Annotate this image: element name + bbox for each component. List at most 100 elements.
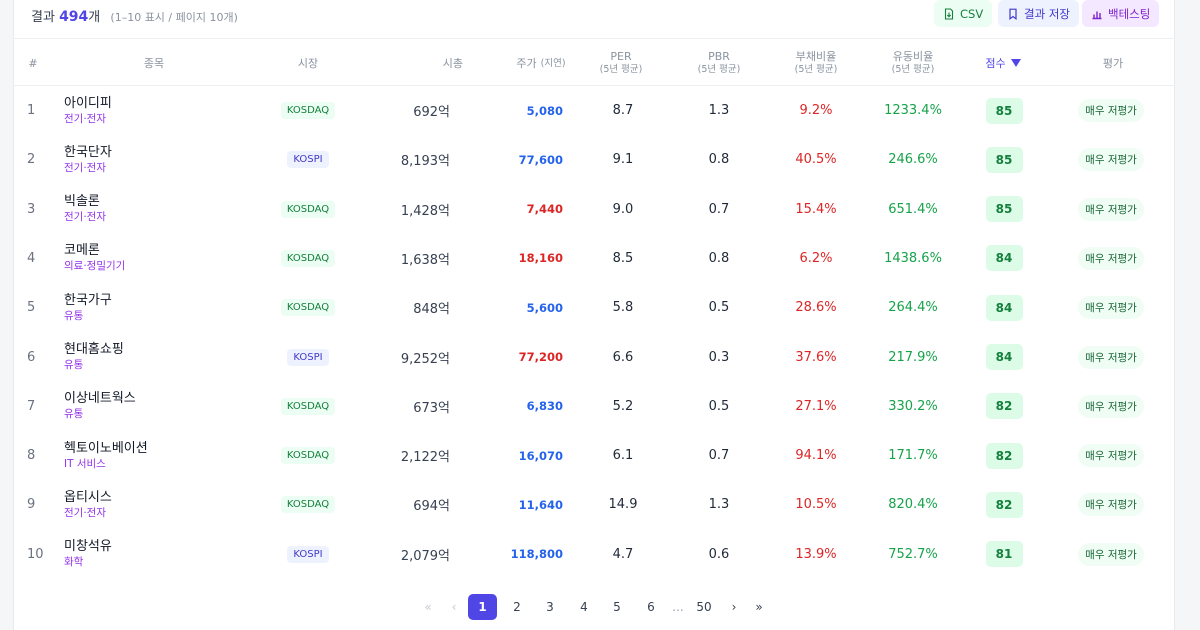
stock-cell[interactable]: 미창석유 화학 bbox=[64, 530, 224, 579]
page-button-active[interactable]: 1 bbox=[468, 594, 497, 620]
page-button[interactable]: 2 bbox=[513, 600, 521, 614]
score-cell: 85 bbox=[985, 185, 1023, 234]
row-rank: 1 bbox=[27, 103, 36, 118]
header-pbr-sub: (5년 평균) bbox=[697, 64, 741, 75]
stock-price: 7,440 bbox=[526, 202, 563, 217]
eval-cell: 매우 저평가 bbox=[1073, 135, 1149, 184]
stock-cell[interactable]: 빅솔론 전기·전자 bbox=[64, 185, 224, 234]
market-cap: 1,428억 bbox=[400, 203, 450, 219]
table-row[interactable]: 10 미창석유 화학 KOSPI 2,079억 118,800 4.7 0.6 13.9% 752… bbox=[13, 530, 1175, 579]
stock-name[interactable]: 코메론 bbox=[64, 243, 100, 259]
market-cap: 848억 bbox=[413, 302, 450, 318]
row-rank: 7 bbox=[27, 398, 36, 414]
stock-cell[interactable]: 이상네트웍스 유통 bbox=[64, 382, 224, 431]
header-rank: # bbox=[23, 39, 43, 87]
header-debt-ratio[interactable]: 부채비율 (5년 평균) bbox=[784, 39, 848, 87]
stock-name[interactable]: 현대홈쇼핑 bbox=[64, 342, 124, 357]
table-row[interactable]: 8 헥토이노베이션 IT 서비스 KOSDAQ 2,122억 16,070 6.1 0.7 94… bbox=[13, 431, 1175, 480]
result-prefix: 결과 bbox=[31, 10, 55, 25]
market-badge: KOSPI bbox=[287, 348, 329, 366]
header-market[interactable]: 시장 bbox=[288, 39, 328, 87]
pagination-ellipsis: ... bbox=[672, 600, 684, 614]
market-badge: KOSDAQ bbox=[280, 496, 336, 514]
row-rank: 5 bbox=[27, 300, 36, 316]
table-row[interactable]: 2 한국단자 전기·전자 KOSPI 8,193억 77,600 9.1 0.8 40.5% 24… bbox=[13, 135, 1175, 184]
stock-cell[interactable]: 한국가구 유통 bbox=[64, 283, 224, 332]
stock-name[interactable]: 한국가구 bbox=[64, 292, 112, 308]
market-cell: KOSPI bbox=[273, 333, 343, 382]
header-eval-label: 평가 bbox=[1102, 56, 1124, 70]
per-value: 6.1 bbox=[612, 448, 634, 464]
score-cell: 82 bbox=[985, 480, 1023, 529]
debt-ratio-value: 27.1% bbox=[795, 398, 837, 414]
stock-name[interactable]: 빅솔론 bbox=[64, 194, 100, 210]
stock-price: 11,640 bbox=[518, 497, 563, 512]
table-row[interactable]: 1 아이디피 전기·전자 KOSDAQ 692억 5,080 8.7 1.3 9.2% 1233.… bbox=[13, 86, 1175, 135]
page-button[interactable]: 3 bbox=[546, 600, 554, 614]
current-ratio-value: 217.9% bbox=[888, 349, 938, 365]
eval-cell: 매우 저평가 bbox=[1073, 431, 1149, 480]
stock-cell[interactable]: 옵티시스 전기·전자 bbox=[64, 480, 224, 529]
header-mcap[interactable]: 시총 bbox=[413, 39, 463, 87]
header-per[interactable]: PER (5년 평균) bbox=[591, 39, 651, 87]
stock-sector: 유통 bbox=[64, 408, 84, 421]
stock-cell[interactable]: 코메론 의료·정밀기기 bbox=[64, 234, 224, 283]
score-cell: 84 bbox=[985, 234, 1023, 283]
stock-cell[interactable]: 현대홈쇼핑 유통 bbox=[64, 333, 224, 382]
stock-price: 77,200 bbox=[518, 350, 563, 364]
prev-page-button[interactable]: ‹ bbox=[451, 600, 457, 614]
header-pbr[interactable]: PBR (5년 평균) bbox=[689, 39, 749, 87]
debt-ratio-value: 6.2% bbox=[799, 250, 833, 266]
row-rank: 10 bbox=[27, 546, 44, 562]
stock-name[interactable]: 아이디피 bbox=[64, 95, 112, 111]
save-results-button[interactable]: 결과 저장 bbox=[998, 0, 1079, 27]
header-name[interactable]: 종목 bbox=[133, 39, 175, 87]
csv-export-button[interactable]: CSV bbox=[934, 0, 993, 27]
market-cap: 673억 bbox=[413, 400, 450, 416]
first-page-button[interactable]: « bbox=[424, 600, 432, 614]
stock-sector: 의료·정밀기기 bbox=[64, 260, 126, 273]
per-value: 9.0 bbox=[612, 201, 634, 217]
stock-name[interactable]: 이상네트웍스 bbox=[64, 391, 136, 407]
eval-cell: 매우 저평가 bbox=[1073, 530, 1149, 579]
header-score[interactable]: 점수 bbox=[973, 39, 1033, 87]
page-button[interactable]: 5 bbox=[613, 600, 621, 614]
header-per-label: PER bbox=[610, 50, 632, 63]
last-page-button[interactable]: » bbox=[755, 600, 763, 614]
table-row[interactable]: 5 한국가구 유통 KOSDAQ 848억 5,600 5.8 0.5 28.6% 264.4% 8… bbox=[13, 283, 1175, 332]
page-button-last[interactable]: 50 bbox=[696, 600, 712, 614]
table-row[interactable]: 9 옵티시스 전기·전자 KOSDAQ 694억 11,640 14.9 1.3 10.5% 82… bbox=[13, 480, 1175, 529]
table-row[interactable]: 7 이상네트웍스 유통 KOSDAQ 673억 6,830 5.2 0.5 27.1% 330.2… bbox=[13, 382, 1175, 431]
score-badge: 82 bbox=[985, 442, 1023, 469]
eval-badge: 매우 저평가 bbox=[1078, 296, 1144, 320]
eval-badge: 매우 저평가 bbox=[1078, 197, 1144, 221]
stock-sector: IT 서비스 bbox=[64, 457, 106, 470]
stock-name[interactable]: 옵티시스 bbox=[64, 489, 112, 505]
stock-cell[interactable]: 한국단자 전기·전자 bbox=[64, 135, 224, 184]
eval-cell: 매우 저평가 bbox=[1073, 480, 1149, 529]
stock-cell[interactable]: 아이디피 전기·전자 bbox=[64, 86, 224, 135]
table-row[interactable]: 3 빅솔론 전기·전자 KOSDAQ 1,428억 7,440 9.0 0.7 15.4% 651… bbox=[13, 185, 1175, 234]
table-row[interactable]: 6 현대홈쇼핑 유통 KOSPI 9,252억 77,200 6.6 0.3 37.6% 217.… bbox=[13, 333, 1175, 382]
stock-name[interactable]: 한국단자 bbox=[64, 144, 112, 160]
market-cell: KOSDAQ bbox=[273, 185, 343, 234]
stock-cell[interactable]: 헥토이노베이션 IT 서비스 bbox=[64, 431, 224, 480]
row-rank: 3 bbox=[27, 201, 36, 217]
backtest-button[interactable]: 백테스팅 bbox=[1082, 0, 1160, 27]
page-button[interactable]: 4 bbox=[580, 600, 588, 614]
score-badge: 82 bbox=[985, 393, 1023, 420]
page-button[interactable]: 6 bbox=[647, 600, 655, 614]
stock-name[interactable]: 미창석유 bbox=[64, 539, 112, 555]
row-rank: 2 bbox=[27, 152, 36, 168]
score-cell: 84 bbox=[985, 283, 1023, 332]
eval-badge: 매우 저평가 bbox=[1078, 345, 1144, 369]
per-value: 8.7 bbox=[612, 103, 634, 118]
next-page-button[interactable]: › bbox=[731, 600, 737, 614]
stock-name[interactable]: 헥토이노베이션 bbox=[64, 440, 148, 456]
pbr-value: 1.3 bbox=[708, 497, 730, 513]
header-price[interactable]: 주가 (지연) bbox=[501, 39, 581, 87]
header-current-ratio[interactable]: 유동비율 (5년 평균) bbox=[881, 39, 945, 87]
stock-price: 16,070 bbox=[518, 448, 563, 463]
table-row[interactable]: 4 코메론 의료·정밀기기 KOSDAQ 1,638억 18,160 8.5 0.8 6.2% 1… bbox=[13, 234, 1175, 283]
current-ratio-value: 264.4% bbox=[888, 300, 938, 316]
